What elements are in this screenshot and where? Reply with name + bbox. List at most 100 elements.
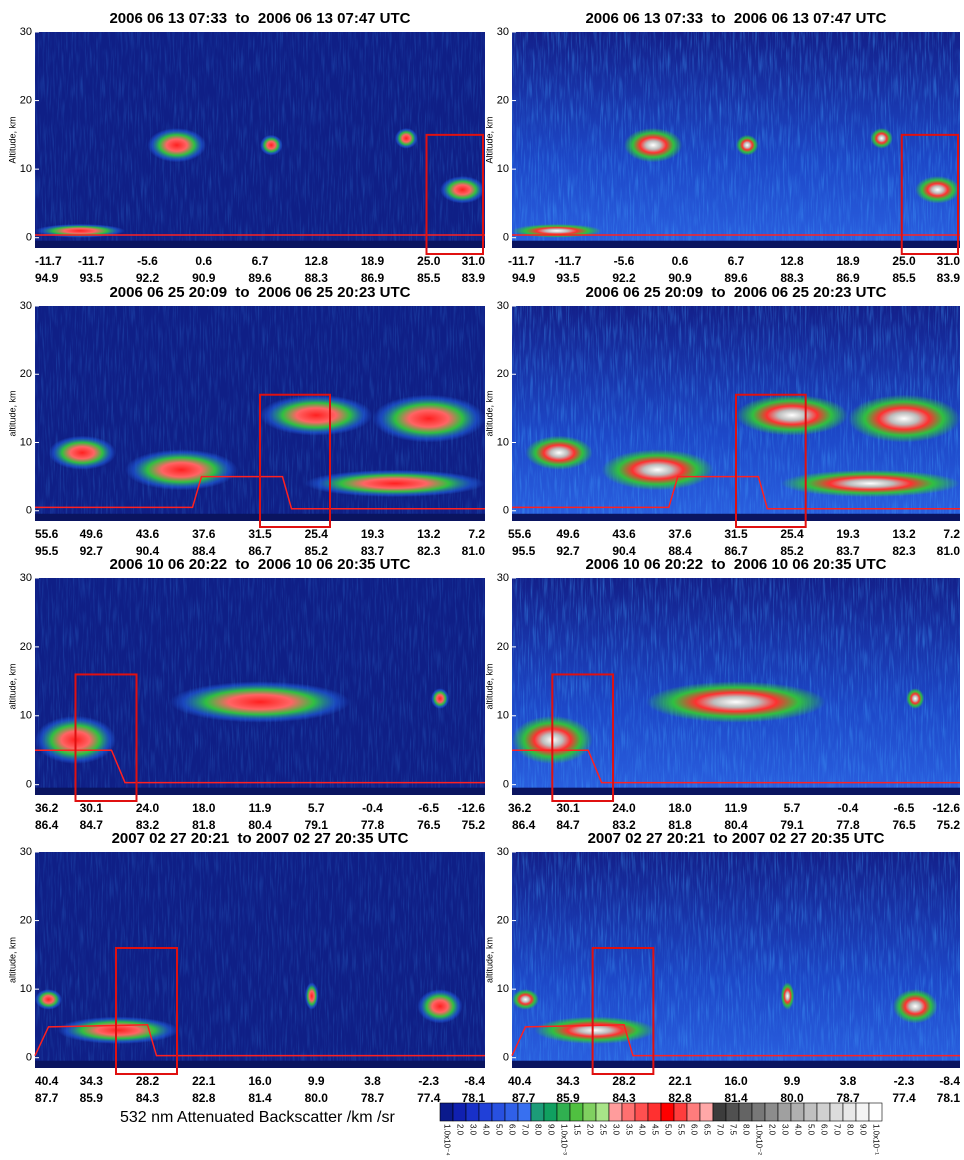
y-axis-label: Altitude, km bbox=[7, 116, 17, 163]
colorbar-label: 4.0 bbox=[637, 1124, 646, 1136]
plot-area bbox=[35, 306, 485, 528]
cloud bbox=[417, 989, 463, 1024]
x-tick-label: 24.0 bbox=[136, 801, 160, 815]
x-tick-label: -0.4 bbox=[838, 801, 859, 815]
x-tick-label: 16.0 bbox=[248, 1074, 272, 1088]
surface-band bbox=[35, 240, 485, 248]
colorbar-swatch bbox=[699, 1102, 714, 1122]
colorbar-label: 3.0 bbox=[611, 1124, 620, 1136]
x2-tick-label: 92.2 bbox=[136, 271, 160, 285]
cloud bbox=[848, 394, 960, 443]
highlight-box bbox=[74, 673, 138, 803]
x-tick-label: 9.9 bbox=[784, 1074, 801, 1088]
x-tick-label: 18.9 bbox=[836, 254, 860, 268]
cloud bbox=[780, 982, 795, 1010]
colorbar-swatch bbox=[556, 1102, 571, 1122]
colorbar-swatch bbox=[608, 1102, 623, 1122]
cloud bbox=[305, 469, 485, 498]
x2-tick-label: 94.9 bbox=[35, 271, 59, 285]
y-tick-label: 30 bbox=[497, 300, 509, 312]
colorbar-label: 7.5 bbox=[728, 1124, 737, 1136]
colorbar-label: 3.5 bbox=[624, 1124, 633, 1136]
colorbar-label: 1.0x10⁻¹ bbox=[871, 1124, 880, 1155]
plot-area bbox=[34, 852, 485, 1075]
x2-tick-label: 90.9 bbox=[192, 271, 216, 285]
y-tick-label: 10 bbox=[20, 983, 32, 995]
plot-area bbox=[512, 578, 960, 803]
x2-tick-label: 82.8 bbox=[668, 1091, 692, 1105]
y-tick-label: 0 bbox=[503, 505, 509, 517]
x2-tick-label: 86.9 bbox=[361, 271, 385, 285]
x-tick-label: 55.6 bbox=[35, 527, 59, 541]
highlight-box bbox=[425, 133, 484, 256]
x-tick-label: 49.6 bbox=[556, 527, 580, 541]
x-tick-label: 49.6 bbox=[80, 527, 104, 541]
x-tick-label: 18.0 bbox=[192, 801, 216, 815]
colorbar-label: 5.0 bbox=[806, 1124, 815, 1136]
x2-tick-label: 92.7 bbox=[80, 544, 104, 558]
x-tick-label: 0.6 bbox=[195, 254, 212, 268]
x2-tick-label: 78.1 bbox=[937, 1091, 961, 1105]
x2-tick-label: 78.7 bbox=[361, 1091, 385, 1105]
x-tick-label: -12.6 bbox=[458, 801, 486, 815]
x-tick-label: 25.4 bbox=[305, 527, 329, 541]
colorbar-swatch bbox=[764, 1102, 779, 1122]
y-tick-label: 30 bbox=[20, 846, 32, 858]
cloud bbox=[431, 688, 449, 709]
colorbar-label: 4.0 bbox=[793, 1124, 802, 1136]
x2-tick-label: 75.2 bbox=[937, 818, 961, 832]
cloud bbox=[440, 176, 485, 204]
colorbar-label: 1.0x10⁻⁴ bbox=[442, 1124, 451, 1156]
colorbar-swatch bbox=[517, 1102, 532, 1122]
y-tick-label: 0 bbox=[503, 232, 509, 244]
x-tick-label: 0.6 bbox=[672, 254, 689, 268]
x-tick-label: -11.7 bbox=[35, 254, 62, 268]
x-tick-label: 6.7 bbox=[728, 254, 745, 268]
cloud bbox=[906, 688, 925, 709]
x-tick-label: 6.7 bbox=[252, 254, 269, 268]
plot-area bbox=[35, 578, 485, 803]
x2-tick-label: 86.7 bbox=[724, 544, 748, 558]
colorbar-label: 5.0 bbox=[663, 1124, 672, 1136]
colorbar-swatch bbox=[686, 1102, 701, 1122]
x2-tick-label: 81.4 bbox=[724, 1091, 748, 1105]
x-tick-label: 16.0 bbox=[724, 1074, 748, 1088]
colorbar-swatch bbox=[621, 1102, 636, 1122]
y-tick-label: 10 bbox=[20, 436, 32, 448]
x2-tick-label: 88.3 bbox=[780, 271, 804, 285]
x-tick-label: 9.9 bbox=[308, 1074, 325, 1088]
x2-tick-label: 95.5 bbox=[512, 544, 536, 558]
x2-tick-label: 79.1 bbox=[780, 818, 804, 832]
x2-tick-label: 77.4 bbox=[417, 1091, 441, 1105]
x2-tick-label: 86.9 bbox=[836, 271, 860, 285]
colorbar-label: 4.0 bbox=[481, 1124, 490, 1136]
colorbar-swatch bbox=[725, 1102, 740, 1122]
y-tick-label: 0 bbox=[503, 779, 509, 791]
x2-tick-label: 87.7 bbox=[35, 1091, 59, 1105]
x2-tick-label: 92.7 bbox=[556, 544, 580, 558]
y-axis-label: altitude, km bbox=[484, 390, 494, 436]
x2-tick-label: 81.0 bbox=[462, 544, 486, 558]
colorbar-label: 7.0 bbox=[832, 1124, 841, 1136]
x2-tick-label: 87.7 bbox=[512, 1091, 536, 1105]
cloud bbox=[125, 449, 238, 491]
colorbar-swatch bbox=[777, 1102, 792, 1122]
y-axis-label: Altitude, km bbox=[484, 116, 494, 163]
x-tick-label: 25.4 bbox=[780, 527, 804, 541]
x-tick-label: 34.3 bbox=[556, 1074, 580, 1088]
ground-return bbox=[511, 1024, 960, 1057]
colorbar-label: 2.0 bbox=[585, 1124, 594, 1136]
x2-tick-label: 81.0 bbox=[937, 544, 961, 558]
colorbar-label: 6.5 bbox=[702, 1124, 711, 1136]
colorbar-label: 7.0 bbox=[715, 1124, 724, 1136]
colorbar-label: 6.0 bbox=[689, 1124, 698, 1136]
x2-tick-label: 77.8 bbox=[361, 818, 385, 832]
x-tick-label: -8.4 bbox=[464, 1074, 485, 1088]
x2-tick-label: 83.7 bbox=[836, 544, 860, 558]
surface-band bbox=[512, 240, 960, 248]
cloud bbox=[48, 435, 116, 470]
y-axis-label: altitude, km bbox=[7, 663, 17, 709]
x2-tick-label: 85.2 bbox=[780, 544, 804, 558]
colorbar-label: 3.0 bbox=[468, 1124, 477, 1136]
panel-title: 2006 10 06 20:22 to 2006 10 06 20:35 UTC bbox=[585, 556, 886, 573]
